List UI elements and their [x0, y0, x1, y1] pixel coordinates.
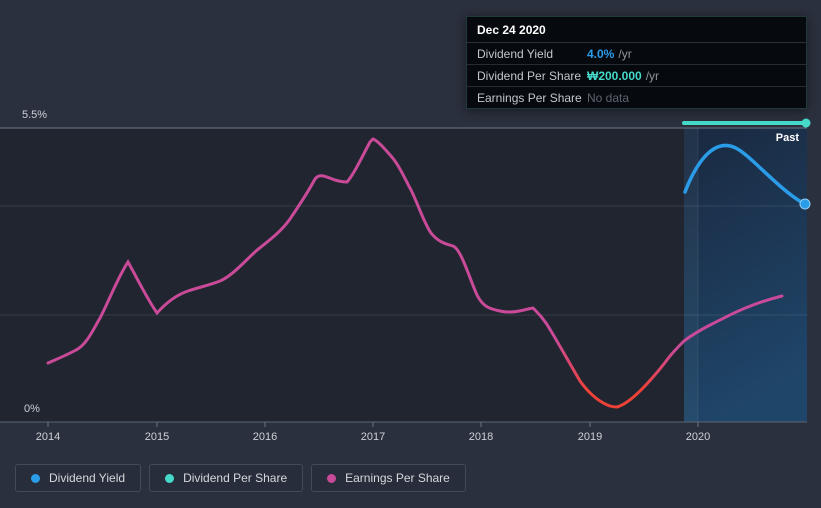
dividend-yield-line: [683, 143, 807, 206]
y-axis-bottom-label: 0%: [24, 403, 40, 415]
x-axis-labels: 2014 2015 2016 2017 2018 2019 2020: [36, 431, 710, 443]
dividend-yield-dot-icon: [31, 473, 40, 483]
tooltip-value: ₩200.000: [587, 68, 642, 83]
x-tick-2014: 2014: [36, 431, 60, 443]
legend-label: Dividend Yield: [49, 471, 126, 485]
x-tick-2015: 2015: [145, 431, 169, 443]
x-tick-2017: 2017: [361, 431, 385, 443]
legend-item-dividend-per-share[interactable]: Dividend Per Share: [149, 464, 304, 492]
dividend-per-share-end-marker[interactable]: [801, 118, 811, 128]
tooltip-date: Dec 24 2020: [467, 17, 806, 43]
legend-label: Earnings Per Share: [345, 471, 450, 485]
legend-item-dividend-yield[interactable]: Dividend Yield: [15, 464, 142, 492]
tooltip-value: No data: [587, 90, 630, 105]
chart-tooltip: Dec 24 2020 Dividend Yield 4.0% /yr Divi…: [466, 16, 807, 109]
dividend-yield-end-marker[interactable]: [799, 198, 811, 210]
tooltip-label: Dividend Yield: [477, 46, 554, 61]
legend-item-earnings-per-share[interactable]: Earnings Per Share: [311, 464, 466, 492]
x-tick-2018: 2018: [469, 431, 493, 443]
earnings-per-share-dot-icon: [327, 473, 337, 483]
tooltip-unit: /yr: [645, 68, 660, 83]
x-tick-2020: 2020: [686, 431, 710, 443]
tooltip-row-dividend-per-share: Dividend Per Share ₩200.000 /yr: [467, 65, 806, 87]
tooltip-value: 4.0%: [587, 46, 615, 61]
legend-label: Dividend Per Share: [183, 471, 288, 485]
tooltip-row-dividend-yield: Dividend Yield 4.0% /yr: [467, 43, 806, 65]
x-axis-ticks: [47, 422, 699, 427]
tooltip-label: Dividend Per Share: [477, 68, 582, 83]
past-region-band: [684, 128, 807, 422]
chart-legend: Dividend Yield Dividend Per Share Earnin…: [15, 464, 466, 492]
earnings-per-share-line: [46, 137, 784, 409]
past-region-band-edge: [684, 128, 698, 422]
past-region-label: Past: [776, 132, 800, 144]
tooltip-label: Earnings Per Share: [477, 90, 582, 105]
x-tick-2019: 2019: [578, 431, 602, 443]
tooltip-unit: /yr: [618, 46, 632, 61]
x-tick-2016: 2016: [253, 431, 277, 443]
y-axis-top-label: 5.5%: [22, 109, 47, 121]
tooltip-row-earnings-per-share: Earnings Per Share No data: [467, 87, 806, 108]
dividend-per-share-dot-icon: [165, 473, 175, 483]
